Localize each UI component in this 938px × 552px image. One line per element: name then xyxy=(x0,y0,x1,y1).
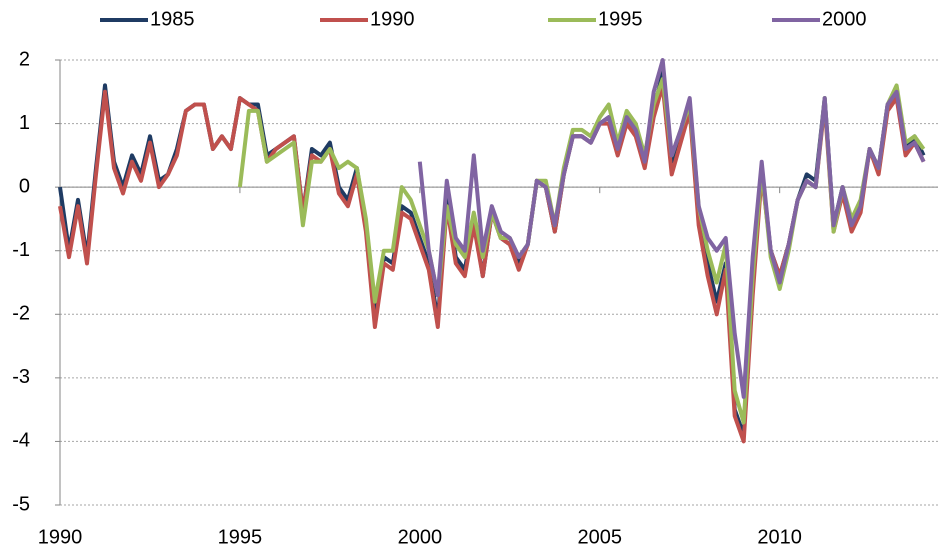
series-line xyxy=(58,83,926,444)
y-tick-label: 1 xyxy=(19,112,30,134)
series-line xyxy=(417,58,926,399)
y-tick-label: -3 xyxy=(12,366,30,388)
legend-label: 2000 xyxy=(822,8,867,30)
y-tick-label: 0 xyxy=(19,175,30,197)
y-tick-label: 2 xyxy=(19,48,30,70)
y-tick-label: -1 xyxy=(12,239,30,261)
x-tick-label: 2010 xyxy=(757,526,802,548)
legend-label: 1995 xyxy=(598,8,643,30)
x-tick-label: 1990 xyxy=(38,526,83,548)
series-line xyxy=(58,70,926,438)
y-tick-label: -2 xyxy=(12,303,30,325)
x-tick-label: 1995 xyxy=(218,526,263,548)
x-tick-label: 2000 xyxy=(398,526,443,548)
y-tick-label: -5 xyxy=(12,493,30,515)
legend-label: 1985 xyxy=(150,8,195,30)
legend-label: 1990 xyxy=(370,8,415,30)
x-tick-label: 2005 xyxy=(578,526,623,548)
y-tick-label: -4 xyxy=(12,430,30,452)
